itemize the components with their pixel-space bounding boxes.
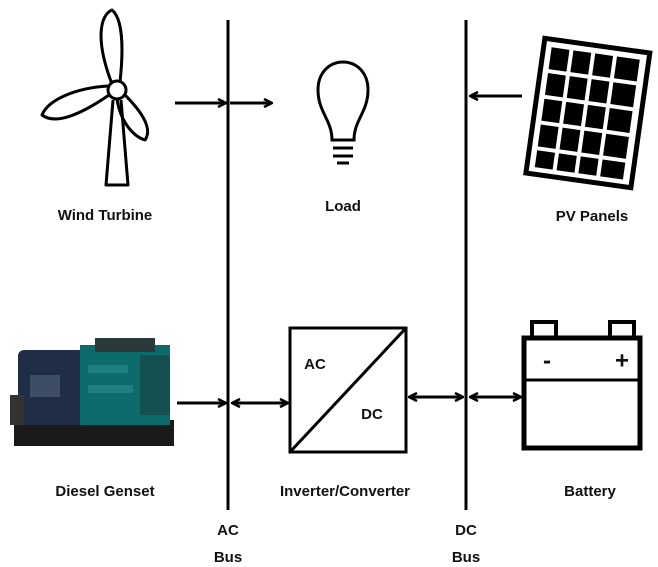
node-label: PV Panels <box>556 208 629 225</box>
inverter-box <box>288 326 408 454</box>
wind-turbine-icon <box>40 8 150 187</box>
bus-label: DC <box>455 522 477 539</box>
battery-icon <box>521 320 643 451</box>
pv-panel-icon <box>523 35 653 191</box>
bus-label: Bus <box>452 549 480 566</box>
port-label: AC <box>304 356 326 373</box>
inverter-diagonal <box>288 326 408 454</box>
terminal-label: + <box>615 347 629 374</box>
load-icon <box>316 60 370 165</box>
node-label: Diesel Genset <box>55 483 154 500</box>
bus-label: Bus <box>214 549 242 566</box>
node-label: Wind Turbine <box>58 207 153 224</box>
node-label: Inverter/Converter <box>280 483 410 500</box>
diesel-genset-icon <box>10 338 174 446</box>
port-label: DC <box>361 406 383 423</box>
node-label: Load <box>325 198 361 215</box>
node-label: Battery <box>564 483 616 500</box>
terminal-label: - <box>543 347 551 374</box>
bus-label: AC <box>217 522 239 539</box>
